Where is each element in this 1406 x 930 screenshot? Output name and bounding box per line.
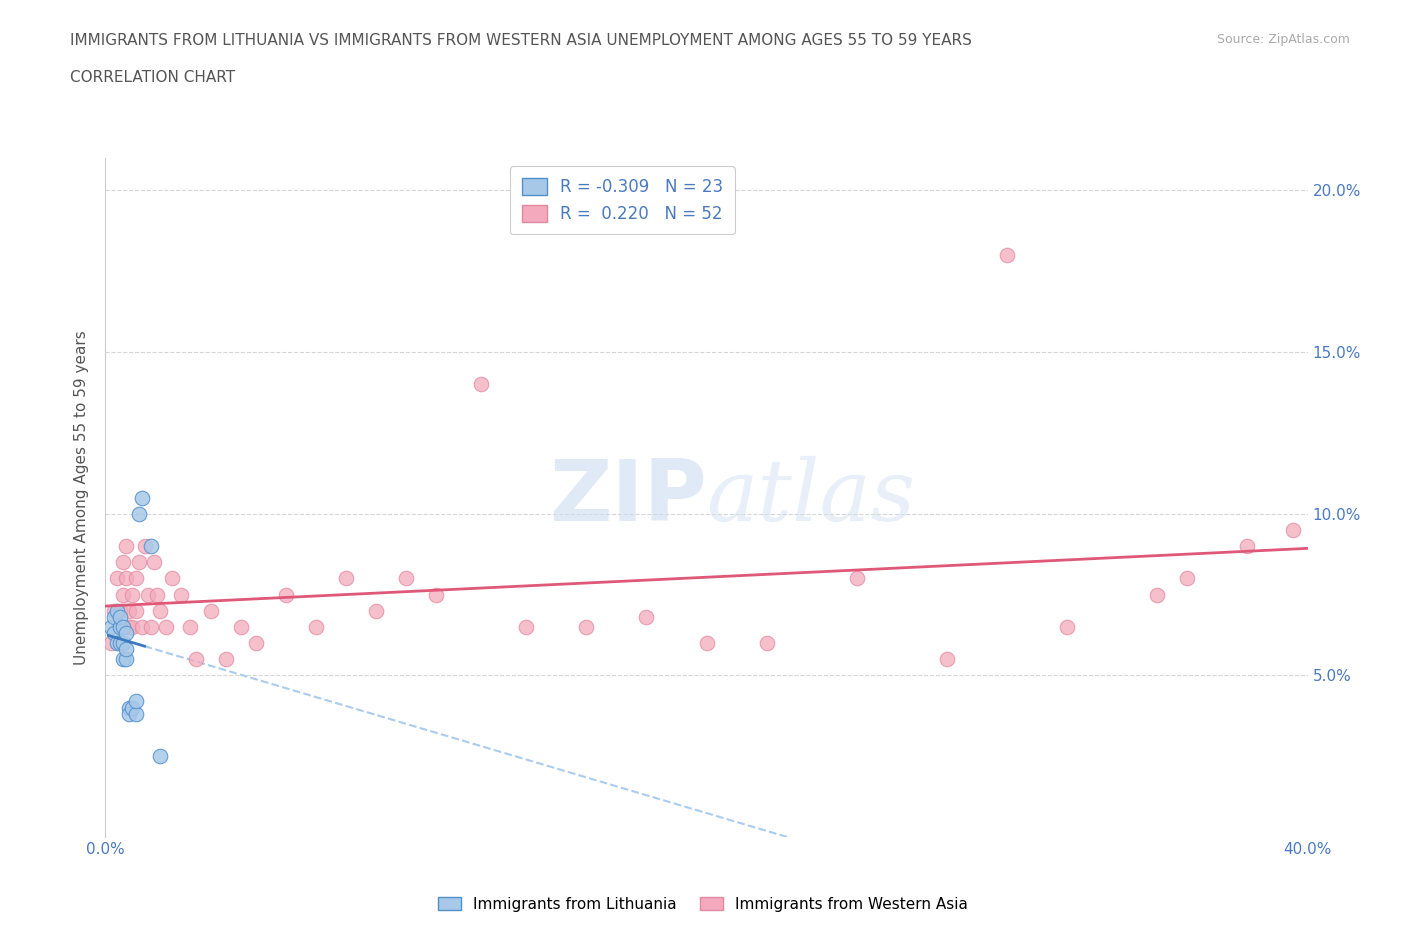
- Point: [1236, 538, 1258, 553]
- Point: [112, 652, 135, 667]
- Point: [118, 700, 141, 715]
- Point: [112, 619, 135, 634]
- Point: [110, 619, 132, 634]
- Point: [179, 619, 201, 634]
- Point: [335, 571, 357, 586]
- Point: [131, 490, 153, 505]
- Point: [115, 571, 138, 586]
- Point: [110, 619, 132, 634]
- Point: [696, 635, 718, 650]
- Point: [128, 555, 150, 570]
- Point: [184, 652, 207, 667]
- Point: [124, 707, 146, 722]
- Point: [124, 694, 146, 709]
- Point: [124, 604, 146, 618]
- Legend: Immigrants from Lithuania, Immigrants from Western Asia: Immigrants from Lithuania, Immigrants fr…: [432, 890, 974, 918]
- Point: [110, 635, 132, 650]
- Legend: R = -0.309   N = 23, R =  0.220   N = 52: R = -0.309 N = 23, R = 0.220 N = 52: [510, 166, 735, 234]
- Point: [148, 604, 170, 618]
- Text: atlas: atlas: [707, 457, 915, 538]
- Point: [110, 604, 132, 618]
- Point: [305, 619, 328, 634]
- Point: [103, 604, 125, 618]
- Point: [100, 635, 122, 650]
- Point: [364, 604, 387, 618]
- Point: [118, 619, 141, 634]
- Point: [155, 619, 177, 634]
- Point: [112, 555, 135, 570]
- Text: ZIP: ZIP: [548, 456, 707, 539]
- Point: [575, 619, 598, 634]
- Point: [245, 635, 267, 650]
- Point: [128, 506, 150, 521]
- Point: [1146, 587, 1168, 602]
- Point: [115, 626, 138, 641]
- Point: [134, 538, 156, 553]
- Point: [274, 587, 297, 602]
- Point: [107, 571, 129, 586]
- Point: [107, 604, 129, 618]
- Point: [115, 652, 138, 667]
- Point: [936, 652, 959, 667]
- Point: [136, 587, 159, 602]
- Point: [121, 587, 143, 602]
- Point: [515, 619, 537, 634]
- Point: [112, 587, 135, 602]
- Point: [118, 707, 141, 722]
- Point: [845, 571, 868, 586]
- Text: CORRELATION CHART: CORRELATION CHART: [70, 70, 235, 85]
- Point: [131, 619, 153, 634]
- Point: [100, 619, 122, 634]
- Point: [142, 555, 165, 570]
- Point: [755, 635, 778, 650]
- Point: [115, 642, 138, 657]
- Text: IMMIGRANTS FROM LITHUANIA VS IMMIGRANTS FROM WESTERN ASIA UNEMPLOYMENT AMONG AGE: IMMIGRANTS FROM LITHUANIA VS IMMIGRANTS …: [70, 33, 972, 47]
- Point: [115, 538, 138, 553]
- Point: [1056, 619, 1078, 634]
- Point: [118, 604, 141, 618]
- Point: [229, 619, 252, 634]
- Point: [103, 610, 125, 625]
- Point: [470, 377, 492, 392]
- Point: [112, 635, 135, 650]
- Point: [1175, 571, 1198, 586]
- Point: [995, 247, 1018, 262]
- Point: [110, 610, 132, 625]
- Point: [425, 587, 447, 602]
- Point: [636, 610, 658, 625]
- Point: [200, 604, 222, 618]
- Point: [124, 571, 146, 586]
- Point: [169, 587, 191, 602]
- Point: [139, 538, 162, 553]
- Point: [121, 700, 143, 715]
- Point: [214, 652, 236, 667]
- Text: Source: ZipAtlas.com: Source: ZipAtlas.com: [1216, 33, 1350, 46]
- Point: [160, 571, 183, 586]
- Point: [1281, 523, 1303, 538]
- Point: [148, 749, 170, 764]
- Point: [103, 626, 125, 641]
- Point: [395, 571, 418, 586]
- Point: [145, 587, 167, 602]
- Point: [139, 619, 162, 634]
- Point: [121, 619, 143, 634]
- Point: [107, 635, 129, 650]
- Y-axis label: Unemployment Among Ages 55 to 59 years: Unemployment Among Ages 55 to 59 years: [75, 330, 90, 665]
